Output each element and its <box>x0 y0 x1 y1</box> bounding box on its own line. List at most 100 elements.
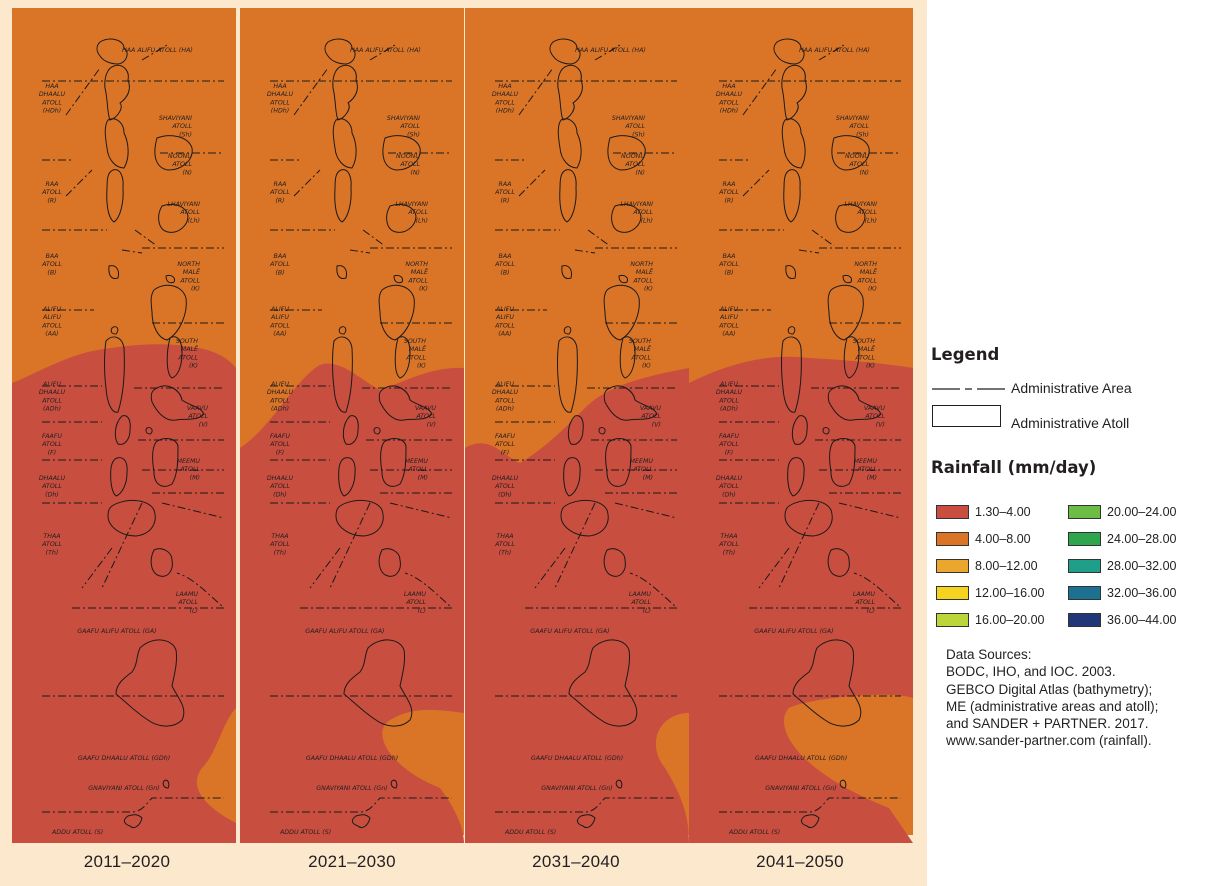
atoll-label: SHAVIYANI ATOLL (Sh) <box>612 115 646 138</box>
atoll-label: HAA ALIFU ATOLL (HA) <box>122 47 193 54</box>
administrative-area-line <box>389 502 453 519</box>
atoll-label: SHAVIYANI ATOLL (Sh) <box>836 115 870 138</box>
administrative-atoll-outline <box>145 427 153 435</box>
administrative-atoll-outline <box>123 814 143 829</box>
administrative-area-line <box>495 492 677 504</box>
atoll-label: FAAFU ATOLL (F) <box>269 433 290 456</box>
administrative-atoll-outline <box>390 779 398 789</box>
atoll-label: GAAFU ALIFU ATOLL (GA) <box>754 628 833 635</box>
administrative-atoll-outline <box>792 639 862 727</box>
administrative-atoll-outline <box>378 284 415 341</box>
atoll-label: HAA DHAALU ATOLL (HDh) <box>716 83 743 115</box>
period-label-1: 2011–2020 <box>83 852 171 871</box>
atoll-label: SOUTH MALĒ ATOLL (K) <box>629 338 652 370</box>
administrative-area-line <box>742 67 778 116</box>
atoll-label: NOONU ATOLL (N) <box>621 153 645 176</box>
atoll-label: NORTH MALĒ ATOLL (K) <box>854 261 877 293</box>
atoll-label: ADDU ATOLL (S) <box>51 829 103 836</box>
atoll-label: RAA ATOLL (R) <box>718 181 739 204</box>
administrative-area-line <box>42 385 224 389</box>
administrative-atoll-outline <box>619 336 636 379</box>
administrative-area-line <box>141 44 168 61</box>
rainfall-zone-1-4 <box>12 344 236 843</box>
administrative-atoll-outline <box>114 415 131 445</box>
admin-atoll-box-icon <box>932 405 1001 427</box>
admin-area-line-icon <box>932 388 1005 390</box>
map-panel-4: HAA ALIFU ATOLL (HA) HAA DHAALU ATOLL (HDh) S… <box>689 8 913 843</box>
atoll-label: HAA DHAALU ATOLL (HDh) <box>39 83 66 115</box>
atoll-label: SOUTH MALĒ ATOLL (K) <box>853 338 876 370</box>
atoll-label: THAA ATOLL (Th) <box>494 533 515 556</box>
administrative-atoll-outline <box>380 438 407 487</box>
administrative-area-line <box>495 797 677 813</box>
administrative-area-line <box>811 229 835 247</box>
administrative-atoll-outline <box>567 415 584 445</box>
administrative-area-line <box>42 492 224 504</box>
administrative-atoll-outline <box>108 265 119 279</box>
atoll-label: ALIFU DHAALU ATOLL (ADh) <box>267 381 294 413</box>
atoll-label: VAAVU ATOLL (V) <box>187 405 209 428</box>
atoll-label: VAAVU ATOLL (V) <box>640 405 662 428</box>
atoll-label: DHAALU ATOLL (Dh) <box>267 475 294 498</box>
rainfall-swatch-5 <box>936 613 969 627</box>
administrative-atoll-outline <box>394 336 411 379</box>
atoll-label: NOONU ATOLL (N) <box>396 153 420 176</box>
administrative-atoll-outline <box>110 457 128 497</box>
administrative-area-line <box>614 502 678 519</box>
rainfall-class-label: 28.00–32.00 <box>1107 559 1177 573</box>
administrative-atoll-outline <box>773 38 805 65</box>
administrative-area-line <box>65 67 101 116</box>
administrative-atoll-outline <box>557 336 578 413</box>
map-panel-1: HAA ALIFU ATOLL (HA) HAA DHAALU ATOLL (HDh) S… <box>12 8 236 843</box>
administrative-atoll-outline <box>150 284 187 341</box>
administrative-atoll-outline <box>166 336 183 379</box>
administrative-area-line <box>72 572 226 609</box>
data-sources: Data Sources: BODC, IHO, and IOC. 2003. … <box>946 646 1158 750</box>
atoll-label: BAA ATOLL (B) <box>718 253 739 276</box>
period-label-4: 2041–2050 <box>756 852 844 871</box>
atoll-label: FAAFU ATOLL (F) <box>494 433 515 456</box>
administrative-area-line <box>742 169 770 197</box>
administrative-area-line <box>518 169 546 197</box>
atoll-label: MEEMU ATOLL (M) <box>177 458 201 481</box>
administrative-area-line <box>270 459 452 471</box>
source-line: GEBCO Digital Atlas (bathymetry); <box>946 681 1153 697</box>
atoll-label: THAA ATOLL (Th) <box>718 533 739 556</box>
administrative-atoll-outline <box>165 275 175 284</box>
atoll-label: BAA ATOLL (B) <box>41 253 62 276</box>
map-panel-3: HAA ALIFU ATOLL (HA) HAA DHAALU ATOLL (HDh) S… <box>465 8 689 843</box>
administrative-atoll-outline <box>154 135 193 171</box>
administrative-area-line <box>719 797 901 813</box>
administrative-atoll-outline <box>603 284 640 341</box>
rainfall-class-label: 8.00–12.00 <box>975 559 1038 573</box>
administrative-atoll-outline <box>342 415 359 445</box>
administrative-area-line <box>349 249 371 254</box>
rainfall-swatch-6 <box>1068 505 1101 519</box>
administrative-atoll-outline <box>338 326 347 335</box>
atoll-label: GAAFU ALIFU ATOLL (GA) <box>305 628 384 635</box>
administrative-area-line <box>42 797 224 813</box>
administrative-area-line <box>362 229 386 247</box>
atoll-label: MEEMU ATOLL (M) <box>630 458 654 481</box>
administrative-atoll-outline <box>338 457 356 497</box>
atoll-label: LAAMU ATOLL (L) <box>404 591 427 614</box>
atoll-label: ADDU ATOLL (S) <box>728 829 780 836</box>
administrative-atoll-outline <box>835 203 866 233</box>
source-line: and SANDER + PARTNER. 2017. <box>946 716 1149 732</box>
atoll-label: MEEMU ATOLL (M) <box>854 458 878 481</box>
administrative-atoll-outline <box>335 500 384 537</box>
administrative-area-line <box>525 572 679 609</box>
administrative-atoll-outline <box>393 275 403 284</box>
administrative-area-line <box>121 249 143 254</box>
rainfall-zone-1-4 <box>240 363 464 843</box>
administrative-atoll-outline <box>785 265 796 279</box>
atoll-label: HAA ALIFU ATOLL (HA) <box>350 47 421 54</box>
period-label-2: 2021–2030 <box>308 852 396 871</box>
administrative-atoll-outline <box>378 385 433 421</box>
administrative-atoll-outline <box>791 415 808 445</box>
administrative-atoll-outline <box>559 169 577 223</box>
atoll-label: DHAALU ATOLL (Dh) <box>716 475 743 498</box>
administrative-atoll-outline <box>336 265 347 279</box>
atoll-label: ALIFU ALIFU ATOLL (AA) <box>41 306 62 338</box>
atoll-label: LAAMU ATOLL (L) <box>176 591 199 614</box>
